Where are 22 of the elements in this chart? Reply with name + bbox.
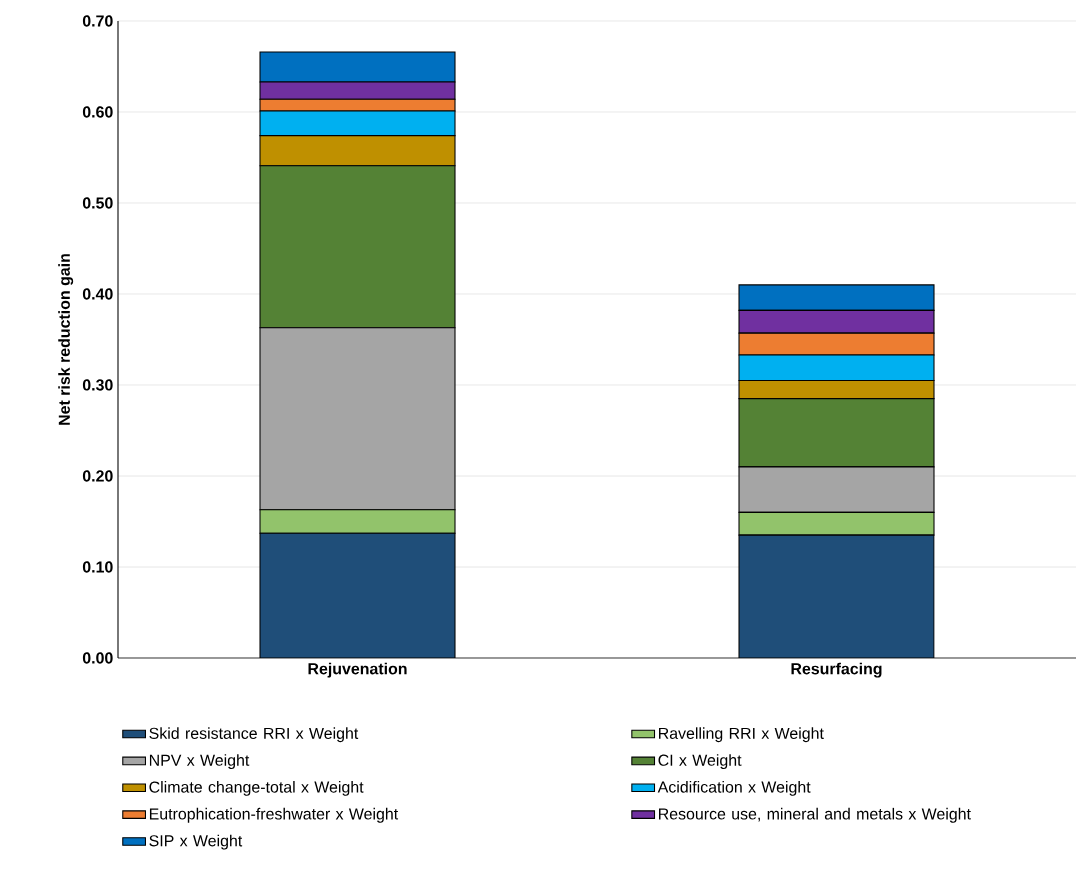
bar xyxy=(260,533,456,658)
legend-label: CI x Weight xyxy=(658,754,742,769)
y-tick-label: 0.30 xyxy=(82,379,113,391)
legend-label: Resource use, mineral and metals x Weight xyxy=(659,807,971,823)
bar xyxy=(738,534,935,658)
legend-label: Climate change-total x Weight xyxy=(149,781,364,796)
legend-label: SIP x Weight xyxy=(149,834,243,850)
y-tick-label: 0.40 xyxy=(82,288,113,300)
legend-label: Acidification x Weight xyxy=(657,781,811,796)
y-tick-label: 0.20 xyxy=(82,470,113,482)
y-tick-label: 0.50 xyxy=(82,197,113,209)
legend-label: Skid resistance RRI x Weight xyxy=(149,727,359,743)
y-axis-title: Net risk reduction gain xyxy=(58,254,74,425)
y-tick-label: 0.60 xyxy=(82,106,113,118)
x-tick-label: Resurfacing xyxy=(791,662,882,678)
y-tick-label: 0.70 xyxy=(82,15,113,27)
x-tick-label: Rejuvenation xyxy=(308,662,407,678)
y-tick-label: 0.00 xyxy=(82,652,113,664)
y-tick-label: 0.10 xyxy=(82,561,113,573)
legend-label: Eutrophication-freshwater x Weight xyxy=(149,807,399,823)
legend-label: Ravelling RRI x Weight xyxy=(659,727,824,743)
legend-label: NPV x Weight xyxy=(149,754,250,769)
